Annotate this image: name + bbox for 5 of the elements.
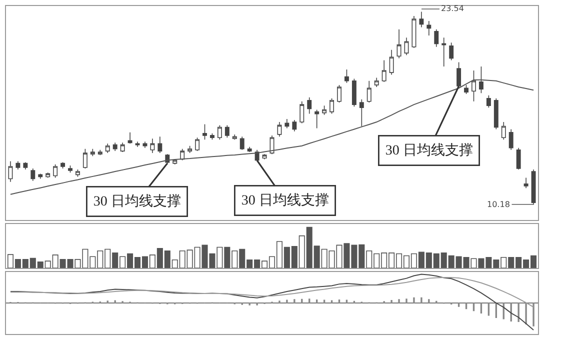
annotation: 30 日均线支撑 [385, 142, 473, 158]
annotation: 23.54 [441, 4, 464, 13]
annotation: 30 日均线支撑 [93, 193, 181, 210]
annotation: 30 日均线支撑 [241, 192, 329, 208]
annotation: 10.18 [487, 200, 510, 209]
